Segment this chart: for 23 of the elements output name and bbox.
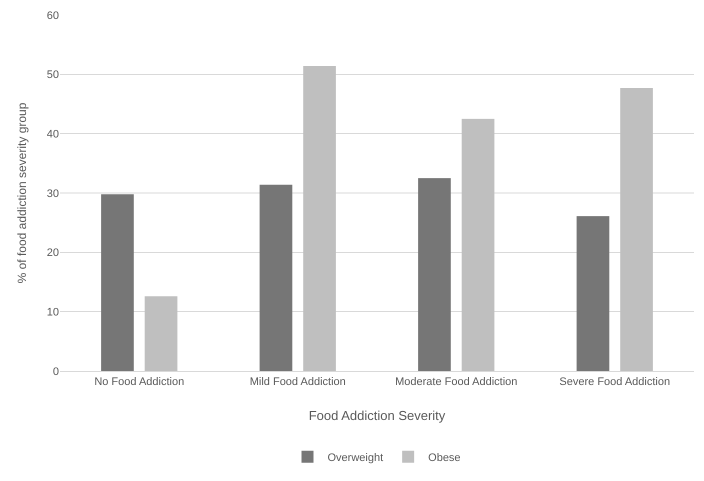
x-tick-label: Severe Food Addiction xyxy=(559,376,670,388)
y-axis-title: % of food addiction severity group xyxy=(15,102,29,284)
bar xyxy=(620,88,653,371)
y-tick-label: 30 xyxy=(46,188,59,200)
x-tick-label: Moderate Food Addiction xyxy=(395,376,518,388)
y-tick-label: 60 xyxy=(46,10,59,22)
y-tick-label: 10 xyxy=(46,306,59,319)
y-tick-label: 0 xyxy=(52,366,59,378)
bar xyxy=(260,184,292,371)
x-axis-title: Food Addiction Severity xyxy=(308,408,446,423)
bar xyxy=(101,194,134,371)
bar xyxy=(144,296,178,371)
legend-label: Obese xyxy=(428,452,461,464)
x-tick-label: No Food Addiction xyxy=(94,376,184,388)
x-tick-label: Mild Food Addiction xyxy=(250,376,346,388)
bar xyxy=(576,216,610,371)
bar xyxy=(418,178,451,371)
bar xyxy=(462,118,494,371)
y-tick-label: 40 xyxy=(46,128,59,141)
legend-label: Overweight xyxy=(328,452,384,464)
y-tick-label: 20 xyxy=(46,247,59,260)
bar xyxy=(303,66,336,371)
y-tick-label: 50 xyxy=(46,69,59,82)
